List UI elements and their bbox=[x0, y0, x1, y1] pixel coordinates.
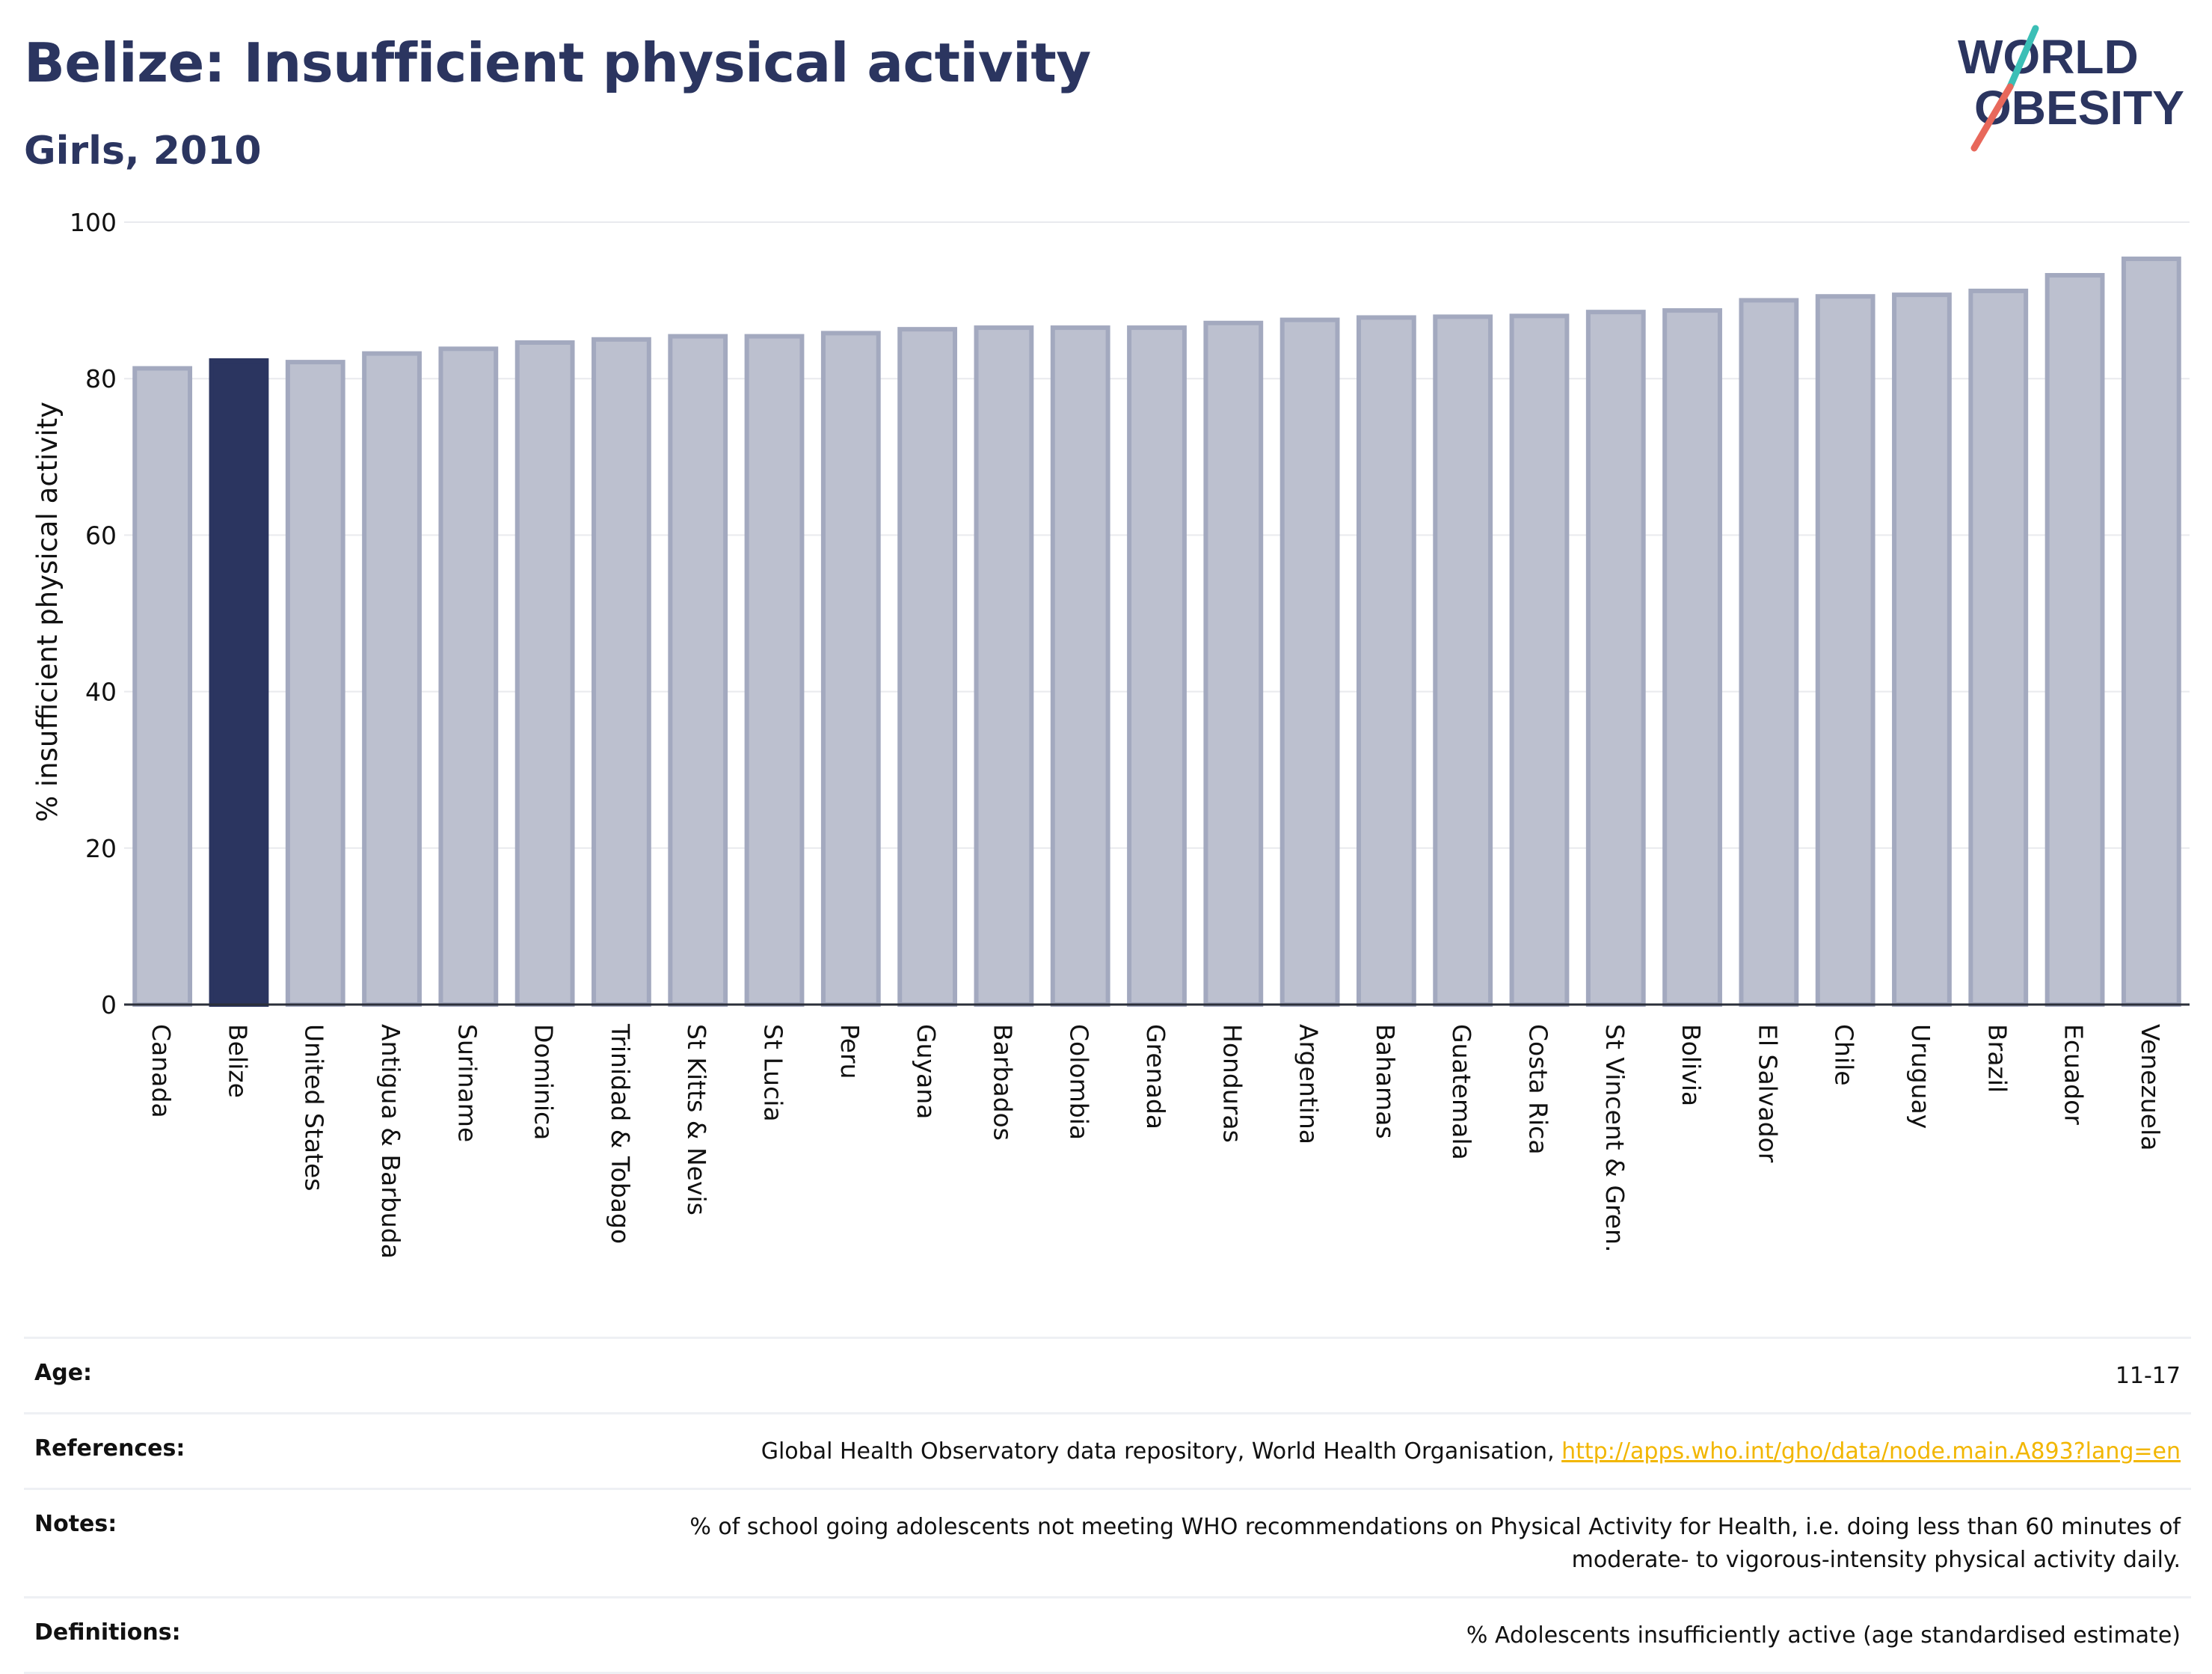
logo-line1: WORLD bbox=[1958, 30, 2139, 84]
world-obesity-logo: WORLD OBESITY bbox=[1958, 25, 2184, 152]
x-tick-label: Colombia bbox=[1065, 1024, 1094, 1140]
bar bbox=[820, 331, 881, 1008]
bar bbox=[514, 340, 575, 1008]
bar bbox=[1279, 317, 1340, 1007]
age-value: 11-17 bbox=[334, 1337, 2191, 1414]
references-text: Global Health Observatory data repositor… bbox=[761, 1438, 1562, 1465]
x-tick-label: Ecuador bbox=[2059, 1024, 2089, 1125]
age-row: Age: 11-17 bbox=[24, 1337, 2191, 1414]
bar bbox=[1433, 314, 1493, 1008]
bar bbox=[285, 360, 345, 1007]
y-tick-label: 0 bbox=[101, 990, 117, 1020]
x-tick-label: Costa Rica bbox=[1523, 1024, 1552, 1155]
x-tick-label: St Lucia bbox=[759, 1024, 788, 1122]
x-tick-label: Bahamas bbox=[1371, 1024, 1400, 1139]
x-tick-label: Suriname bbox=[452, 1024, 482, 1142]
logo-slash-teal bbox=[2006, 25, 2039, 91]
chart-title: Belize: Insufficient physical activity bbox=[24, 31, 1091, 94]
bar bbox=[668, 334, 728, 1007]
bar bbox=[1968, 288, 2029, 1008]
x-tick-label: St Vincent & Gren. bbox=[1600, 1024, 1629, 1252]
x-tick-label: El Salvador bbox=[1753, 1024, 1782, 1163]
x-tick-label: Guatemala bbox=[1447, 1024, 1476, 1160]
x-tick-label: Honduras bbox=[1217, 1024, 1247, 1143]
bar bbox=[1585, 310, 1646, 1008]
age-label: Age: bbox=[24, 1337, 334, 1414]
x-tick-label: St Kitts & Nevis bbox=[682, 1024, 711, 1215]
y-tick-label: 80 bbox=[85, 364, 117, 393]
x-tick-label: Brazil bbox=[1982, 1024, 2012, 1093]
x-tick-label: Canada bbox=[147, 1024, 176, 1118]
bar bbox=[1509, 313, 1570, 1007]
bar bbox=[1815, 294, 1875, 1007]
bar bbox=[1127, 325, 1187, 1007]
axes: 0 20 40 60 80 100 Canada Belize United States Ant… bbox=[70, 208, 2190, 1259]
chart-subtitle: Girls, 2010 bbox=[24, 129, 262, 174]
references-label: References: bbox=[24, 1412, 334, 1489]
logo-slash-coral bbox=[1970, 83, 2014, 152]
bar bbox=[2044, 272, 2105, 1007]
x-tick-label: Dominica bbox=[529, 1024, 559, 1140]
x-tick-label: Peru bbox=[835, 1024, 864, 1079]
x-tick-label: Chile bbox=[1830, 1024, 1859, 1086]
bar bbox=[1892, 292, 1952, 1007]
bar bbox=[438, 346, 499, 1007]
y-tick-label: 100 bbox=[70, 208, 117, 237]
bar bbox=[1203, 320, 1264, 1007]
x-tick-label: Bolivia bbox=[1677, 1024, 1706, 1106]
notes-row: Notes: % of school going adolescents not… bbox=[24, 1488, 2191, 1598]
x-tick-label: Antigua & Barbuda bbox=[376, 1024, 405, 1259]
bar bbox=[1050, 325, 1110, 1007]
y-axis-label: % insufficient physical activity bbox=[31, 402, 64, 822]
notes-label: Notes: bbox=[24, 1488, 334, 1598]
notes-line2: moderate- to vigorous-intensity physical… bbox=[1571, 1547, 2181, 1573]
x-tick-label: Belize bbox=[223, 1024, 252, 1098]
x-tick-label: Grenada bbox=[1141, 1024, 1170, 1129]
x-tick-label: Guyana bbox=[912, 1024, 941, 1119]
y-tick-label: 40 bbox=[85, 678, 117, 707]
y-tick-label: 60 bbox=[85, 521, 117, 550]
references-link[interactable]: http://apps.who.int/gho/data/node.main.A… bbox=[1561, 1438, 2181, 1465]
y-tick-label: 20 bbox=[85, 834, 117, 863]
references-row: References: Global Health Observatory da… bbox=[24, 1412, 2191, 1489]
definitions-value: % Adolescents insufficiently active (age… bbox=[334, 1596, 2191, 1674]
definitions-row: Definitions: % Adolescents insufficientl… bbox=[24, 1596, 2191, 1674]
bar bbox=[2121, 257, 2181, 1007]
notes-line1: % of school going adolescents not meetin… bbox=[689, 1514, 2181, 1540]
bar-chart: 0 20 40 60 80 100 Canada Belize United States Ant… bbox=[31, 208, 2190, 1259]
x-tick-label: Venezuela bbox=[2136, 1024, 2165, 1150]
bar bbox=[1356, 315, 1416, 1007]
x-tick-label: Argentina bbox=[1294, 1024, 1324, 1144]
bar bbox=[362, 351, 422, 1007]
bar-highlight bbox=[209, 358, 269, 1007]
bar bbox=[744, 334, 805, 1007]
x-tick-label: United States bbox=[300, 1024, 329, 1191]
x-tick-label: Barbados bbox=[988, 1024, 1017, 1141]
bar bbox=[974, 325, 1034, 1007]
bar bbox=[132, 366, 193, 1007]
bar bbox=[592, 337, 651, 1007]
x-tick-label: Uruguay bbox=[1906, 1024, 1935, 1129]
x-tick-label: Trinidad & Tobago bbox=[606, 1023, 635, 1244]
bar bbox=[897, 327, 958, 1007]
definitions-label: Definitions: bbox=[24, 1596, 334, 1674]
info-table: Age: 11-17 References: Global Health Obs… bbox=[24, 1337, 2191, 1674]
bars bbox=[132, 257, 2181, 1008]
bar bbox=[1662, 308, 1722, 1007]
bar bbox=[1739, 298, 1799, 1008]
